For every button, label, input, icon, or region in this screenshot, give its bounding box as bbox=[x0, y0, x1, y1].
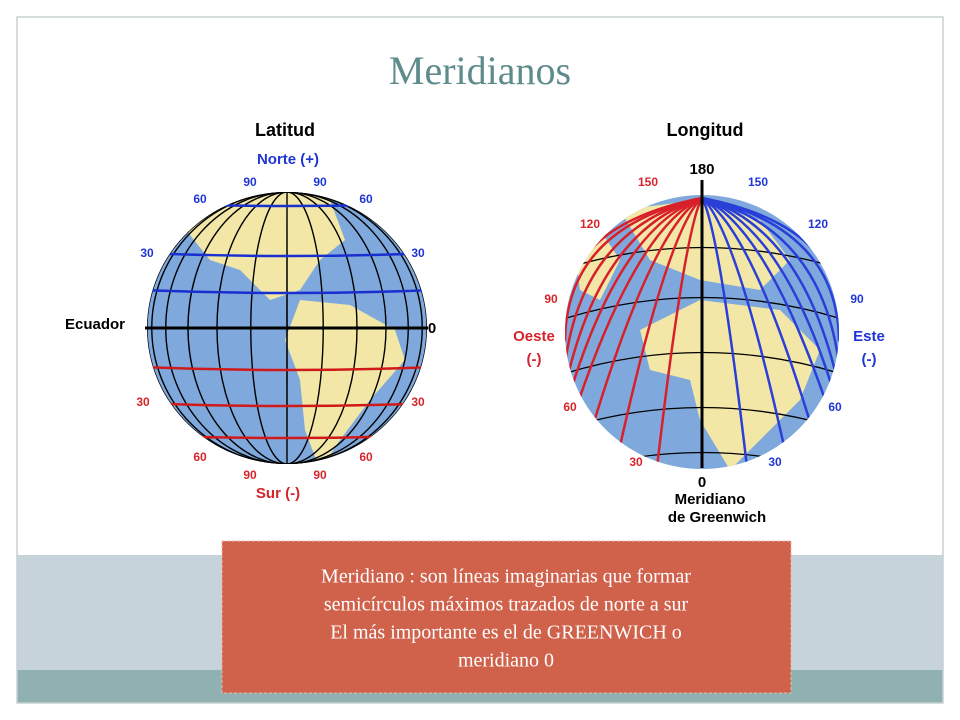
diagram-label: 60 bbox=[193, 450, 207, 464]
diagram-label: 60 bbox=[828, 400, 842, 414]
meridian bbox=[565, 196, 703, 365]
diagram-label: 60 bbox=[193, 192, 207, 206]
diagram-label: 90 bbox=[313, 468, 327, 482]
diagram-label: Meridiano bbox=[675, 491, 746, 508]
diagram-label: Este bbox=[853, 328, 885, 345]
diagram-label: de Greenwich bbox=[668, 509, 766, 526]
diagram-label: 0 bbox=[428, 320, 436, 337]
meridian bbox=[565, 196, 703, 411]
diagram-label: 0 bbox=[698, 474, 706, 491]
diagram-label: Oeste bbox=[513, 328, 555, 345]
diagram-label: 150 bbox=[638, 175, 658, 189]
diagram-label: 180 bbox=[689, 161, 714, 178]
globe-latitude bbox=[147, 192, 427, 464]
diagram-label: 150 bbox=[748, 175, 768, 189]
diagram-label: 60 bbox=[359, 192, 373, 206]
diagram-label: Ecuador bbox=[65, 316, 125, 333]
parallel bbox=[147, 365, 427, 372]
parallel bbox=[147, 288, 427, 295]
slide-title: Meridianos bbox=[389, 48, 571, 93]
callout-text: semicírculos máximos trazados de norte a… bbox=[324, 594, 689, 616]
diagram-title: Latitud bbox=[255, 120, 315, 140]
diagram-label: 90 bbox=[243, 468, 257, 482]
callout-text: Meridiano : son líneas imaginarias que f… bbox=[321, 566, 691, 588]
diagram-label: 90 bbox=[850, 292, 864, 306]
diagram-label: Sur (-) bbox=[256, 485, 300, 502]
diagram-label: 120 bbox=[580, 217, 600, 231]
diagram-label: 30 bbox=[140, 246, 154, 260]
parallel bbox=[147, 251, 427, 258]
callout-text: meridiano 0 bbox=[458, 650, 554, 672]
diagram-label: 90 bbox=[243, 175, 257, 189]
diagram-label: (-) bbox=[862, 351, 877, 368]
meridian bbox=[701, 196, 837, 430]
meridian bbox=[565, 196, 703, 389]
meridian bbox=[701, 196, 839, 389]
diagram-label: 30 bbox=[411, 246, 425, 260]
diagram-label: 90 bbox=[313, 175, 327, 189]
callout-text: El más importante es el de GREENWICH o bbox=[330, 622, 682, 644]
meridian bbox=[701, 196, 819, 446]
diagram-label: Norte (+) bbox=[257, 151, 319, 168]
diagram-label: 30 bbox=[136, 395, 150, 409]
diagram-label: 60 bbox=[359, 450, 373, 464]
parallel bbox=[147, 401, 427, 408]
meridian bbox=[700, 197, 748, 464]
frame bbox=[16, 16, 944, 704]
meridian bbox=[701, 196, 839, 411]
diagram-label: 90 bbox=[544, 292, 558, 306]
diagram-label: (-) bbox=[527, 351, 542, 368]
meridian bbox=[701, 196, 839, 365]
diagram-label: 30 bbox=[411, 395, 425, 409]
meridian bbox=[567, 196, 703, 430]
diagram-label: 60 bbox=[563, 400, 577, 414]
diagram-label: 30 bbox=[629, 455, 643, 469]
callout-box bbox=[221, 540, 792, 694]
meridian bbox=[585, 196, 703, 446]
diagram-label: 30 bbox=[768, 455, 782, 469]
diagram-title: Longitud bbox=[667, 120, 744, 140]
diagram-label: 120 bbox=[808, 217, 828, 231]
meridian bbox=[701, 197, 788, 457]
meridian bbox=[656, 197, 704, 464]
meridian bbox=[616, 197, 703, 457]
